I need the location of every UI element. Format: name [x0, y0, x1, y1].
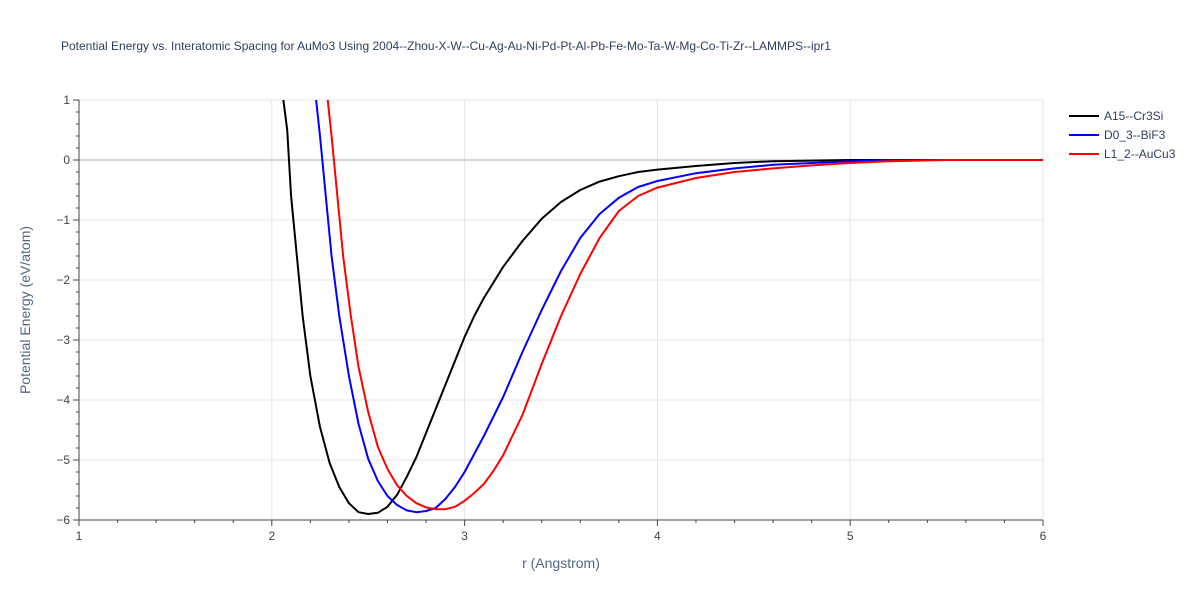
x-tick-label: 5 [847, 529, 854, 543]
x-tick-label: 1 [76, 529, 83, 543]
axes [73, 99, 1044, 526]
x-tick-labels: 1 2 3 4 5 6 [76, 529, 1047, 543]
y-tick-label: 0 [63, 153, 70, 167]
y-tick-label: 1 [63, 93, 70, 107]
series-line-1 [282, 100, 1043, 515]
x-tick-label: 2 [268, 529, 275, 543]
series-lines [282, 100, 1043, 515]
chart-title: Potential Energy vs. Interatomic Spacing… [61, 39, 831, 53]
grid-lines [79, 99, 1044, 520]
series-line-3 [326, 100, 1043, 511]
y-tick-label: −2 [56, 273, 70, 287]
y-tick-label: −3 [56, 333, 70, 347]
y-tick-labels: 1 0 −1 −2 −3 −4 −5 −6 [56, 93, 70, 527]
y-tick-label: −4 [56, 393, 70, 407]
x-tick-label: 6 [1040, 529, 1047, 543]
y-axis-title: Potential Energy (eV/atom) [17, 226, 33, 394]
legend-label-2: D0_3--BiF3 [1104, 128, 1166, 142]
y-tick-label: −1 [56, 213, 70, 227]
legend-label-3: L1_2--AuCu3 [1104, 147, 1176, 161]
y-tick-label: −5 [56, 453, 70, 467]
y-tick-label: −6 [56, 513, 70, 527]
series-line-2 [315, 100, 1043, 514]
legend: A15--Cr3Si D0_3--BiF3 L1_2--AuCu3 [1069, 109, 1176, 161]
x-tick-label: 4 [654, 529, 661, 543]
x-axis-title: r (Angstrom) [522, 555, 600, 571]
legend-label-1: A15--Cr3Si [1104, 109, 1163, 123]
x-tick-label: 3 [461, 529, 468, 543]
